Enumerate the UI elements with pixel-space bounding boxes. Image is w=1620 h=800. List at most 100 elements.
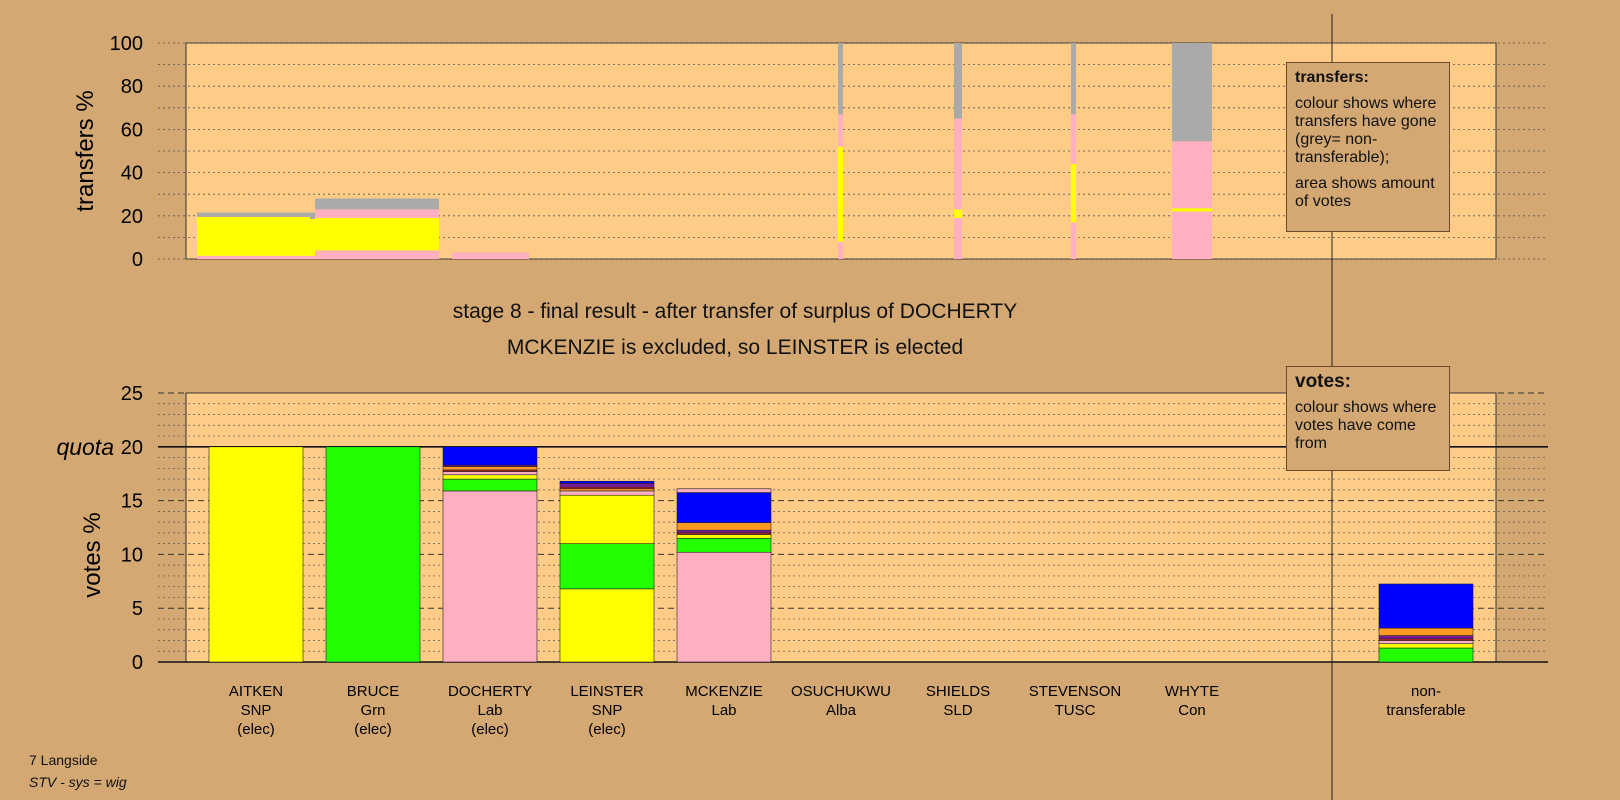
transfers-legend-title: transfers: bbox=[1295, 69, 1369, 86]
transfer-segment-nontransferable bbox=[310, 212, 315, 220]
vote-segment-lab bbox=[559, 490, 655, 496]
nontransferable-segment-lab bbox=[1378, 640, 1474, 645]
vote-segment-sld bbox=[676, 522, 772, 531]
transfer-segment-nontransferable bbox=[1172, 43, 1212, 142]
vote-segment-con bbox=[559, 480, 655, 484]
candidate-label: (elec) bbox=[237, 721, 275, 738]
transfer-segment-snp bbox=[954, 209, 962, 218]
votes-legend: votes: colour shows where votes have com… bbox=[1286, 366, 1450, 471]
transfers-tick-label: 100 bbox=[110, 33, 143, 55]
vote-segment-lab bbox=[676, 551, 772, 663]
candidate-label: SNP bbox=[241, 702, 272, 719]
vote-segment-sld bbox=[442, 466, 538, 471]
candidate-label: Lab bbox=[477, 702, 502, 719]
votes-legend-title: votes: bbox=[1295, 371, 1351, 392]
transfers-axis-label: transfers % bbox=[72, 90, 99, 211]
transfer-segment-snp bbox=[315, 217, 439, 251]
transfers-tick-label: 20 bbox=[121, 206, 143, 228]
transfer-segment-lab bbox=[1071, 222, 1076, 259]
votes-axis-label: votes % bbox=[79, 512, 106, 597]
votes-legend-colour-note: colour shows where votes have come from bbox=[1295, 399, 1437, 452]
vote-segment-lab bbox=[442, 471, 538, 476]
candidate-label: SHIELDS bbox=[926, 683, 990, 700]
transfer-segment-lab bbox=[1172, 141, 1212, 209]
candidate-label: WHYTE bbox=[1165, 683, 1219, 700]
candidate-label: MCKENZIE bbox=[685, 683, 763, 700]
nontransferable-label: non- bbox=[1411, 683, 1441, 700]
vote-segment-grn bbox=[676, 537, 772, 553]
votes-tick-label: 10 bbox=[121, 544, 143, 566]
nontransferable-segment-grn bbox=[1378, 647, 1474, 663]
candidate-label: OSUCHUKWU bbox=[791, 683, 891, 700]
nontransferable-segment-alba bbox=[1378, 635, 1474, 640]
result-caption: MCKENZIE is excluded, so LEINSTER is ele… bbox=[506, 336, 964, 359]
transfer-segment-snp bbox=[197, 216, 315, 256]
transfer-segment-lab bbox=[310, 255, 315, 259]
transfer-segment-lab bbox=[954, 217, 962, 259]
candidate-label: SLD bbox=[943, 702, 972, 719]
transfers-legend: transfers: colour shows where transfers … bbox=[1286, 62, 1450, 232]
transfer-segment-nontransferable bbox=[197, 212, 315, 217]
stage-caption: stage 8 - final result - after transfer … bbox=[452, 300, 1018, 323]
candidate-label: (elec) bbox=[354, 721, 392, 738]
candidate-label: Alba bbox=[826, 702, 857, 719]
system-label: STV - sys = wig bbox=[29, 774, 127, 790]
transfer-segment-nontransferable bbox=[1071, 43, 1076, 115]
candidate-label: (elec) bbox=[588, 721, 626, 738]
transfer-segment-lab bbox=[315, 209, 439, 218]
candidate-label: BRUCE bbox=[347, 683, 400, 700]
transfer-segment-lab bbox=[838, 114, 843, 147]
vote-segment-grn bbox=[559, 543, 655, 590]
transfer-segment-snp bbox=[310, 219, 315, 256]
vote-segment-con bbox=[442, 446, 538, 466]
vote-segment-snp bbox=[559, 494, 655, 544]
votes-chart: quota 0 5 10 15 20 25 votes % AITKEN SNP (elec) BRU… bbox=[56, 383, 1548, 738]
vote-segment-lab bbox=[442, 490, 538, 663]
transfer-segment-nontransferable bbox=[315, 198, 439, 210]
vote-segment-alba bbox=[559, 483, 655, 488]
vote-segment-snp bbox=[442, 474, 538, 480]
candidate-label: Grn bbox=[360, 702, 385, 719]
vote-segment-grn bbox=[325, 446, 421, 663]
vote-segment-alba bbox=[676, 529, 772, 534]
candidate-label: SNP bbox=[592, 702, 623, 719]
transfers-tick-label: 0 bbox=[132, 249, 143, 271]
transfer-segment-snp bbox=[1172, 208, 1212, 212]
vote-segment-snp bbox=[559, 588, 655, 663]
candidate-label: TUSC bbox=[1055, 702, 1096, 719]
transfers-tick-label: 80 bbox=[121, 76, 143, 98]
transfer-segment-nontransferable bbox=[838, 43, 843, 115]
nontransferable-label: transferable bbox=[1386, 702, 1465, 719]
vote-segment-snp bbox=[676, 534, 772, 539]
transfer-segment-snp bbox=[1071, 163, 1076, 223]
transfer-segment-nontransferable bbox=[954, 43, 962, 119]
candidate-label: DOCHERTY bbox=[448, 683, 532, 700]
candidate-label: (elec) bbox=[471, 721, 509, 738]
transfer-segment-snp bbox=[838, 146, 843, 242]
votes-tick-label: 0 bbox=[132, 652, 143, 674]
votes-tick-label: 20 bbox=[121, 437, 143, 459]
transfer-segment-lab bbox=[1172, 211, 1212, 259]
candidate-label: AITKEN bbox=[229, 683, 283, 700]
candidate-label: LEINSTER bbox=[570, 683, 644, 700]
transfer-segment-lab bbox=[315, 250, 439, 259]
transfer-segment-lab bbox=[838, 241, 843, 259]
votes-tick-label: 5 bbox=[132, 598, 143, 620]
candidate-label: Lab bbox=[711, 702, 736, 719]
transfer-segment-lab bbox=[954, 118, 962, 210]
quota-label: quota bbox=[56, 434, 114, 460]
transfer-segment-lab bbox=[1071, 114, 1076, 164]
constituency-label: 7 Langside bbox=[29, 752, 98, 768]
vote-segment-snp bbox=[208, 446, 304, 663]
vote-segment-sld bbox=[559, 488, 655, 492]
nontransferable-segment-con bbox=[1378, 583, 1474, 629]
candidate-label: STEVENSON bbox=[1029, 683, 1122, 700]
transfer-segment-lab bbox=[197, 255, 315, 259]
votes-tick-label: 15 bbox=[121, 491, 143, 513]
votes-tick-label: 25 bbox=[121, 383, 143, 405]
transfer-segment-lab bbox=[452, 252, 529, 259]
nontransferable-segment-sld bbox=[1378, 627, 1474, 636]
transfers-chart: 0 20 40 60 80 100 transfers % bbox=[72, 33, 1548, 271]
vote-segment-lab bbox=[676, 488, 772, 493]
